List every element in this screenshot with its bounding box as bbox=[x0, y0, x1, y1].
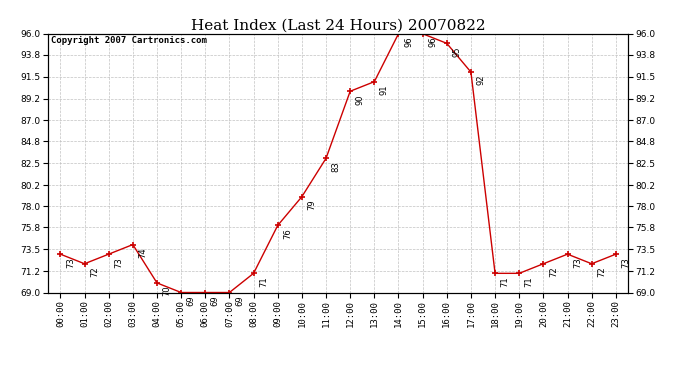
Text: 72: 72 bbox=[90, 267, 99, 277]
Text: 69: 69 bbox=[235, 295, 244, 306]
Title: Heat Index (Last 24 Hours) 20070822: Heat Index (Last 24 Hours) 20070822 bbox=[191, 19, 485, 33]
Text: 73: 73 bbox=[66, 257, 75, 268]
Text: 70: 70 bbox=[163, 286, 172, 296]
Text: 74: 74 bbox=[139, 248, 148, 258]
Text: 76: 76 bbox=[284, 228, 293, 239]
Text: 92: 92 bbox=[477, 75, 486, 86]
Text: 69: 69 bbox=[187, 295, 196, 306]
Text: 91: 91 bbox=[380, 84, 389, 95]
Text: 73: 73 bbox=[622, 257, 631, 268]
Text: 73: 73 bbox=[573, 257, 582, 268]
Text: 95: 95 bbox=[453, 46, 462, 57]
Text: 96: 96 bbox=[428, 36, 437, 47]
Text: Copyright 2007 Cartronics.com: Copyright 2007 Cartronics.com bbox=[51, 36, 207, 45]
Text: 83: 83 bbox=[332, 161, 341, 172]
Text: 73: 73 bbox=[115, 257, 124, 268]
Text: 69: 69 bbox=[211, 295, 220, 306]
Text: 71: 71 bbox=[525, 276, 534, 287]
Text: 90: 90 bbox=[356, 94, 365, 105]
Text: 72: 72 bbox=[598, 267, 607, 277]
Text: 79: 79 bbox=[308, 200, 317, 210]
Text: 71: 71 bbox=[501, 276, 510, 287]
Text: 96: 96 bbox=[404, 36, 413, 47]
Text: 71: 71 bbox=[259, 276, 268, 287]
Text: 72: 72 bbox=[549, 267, 558, 277]
